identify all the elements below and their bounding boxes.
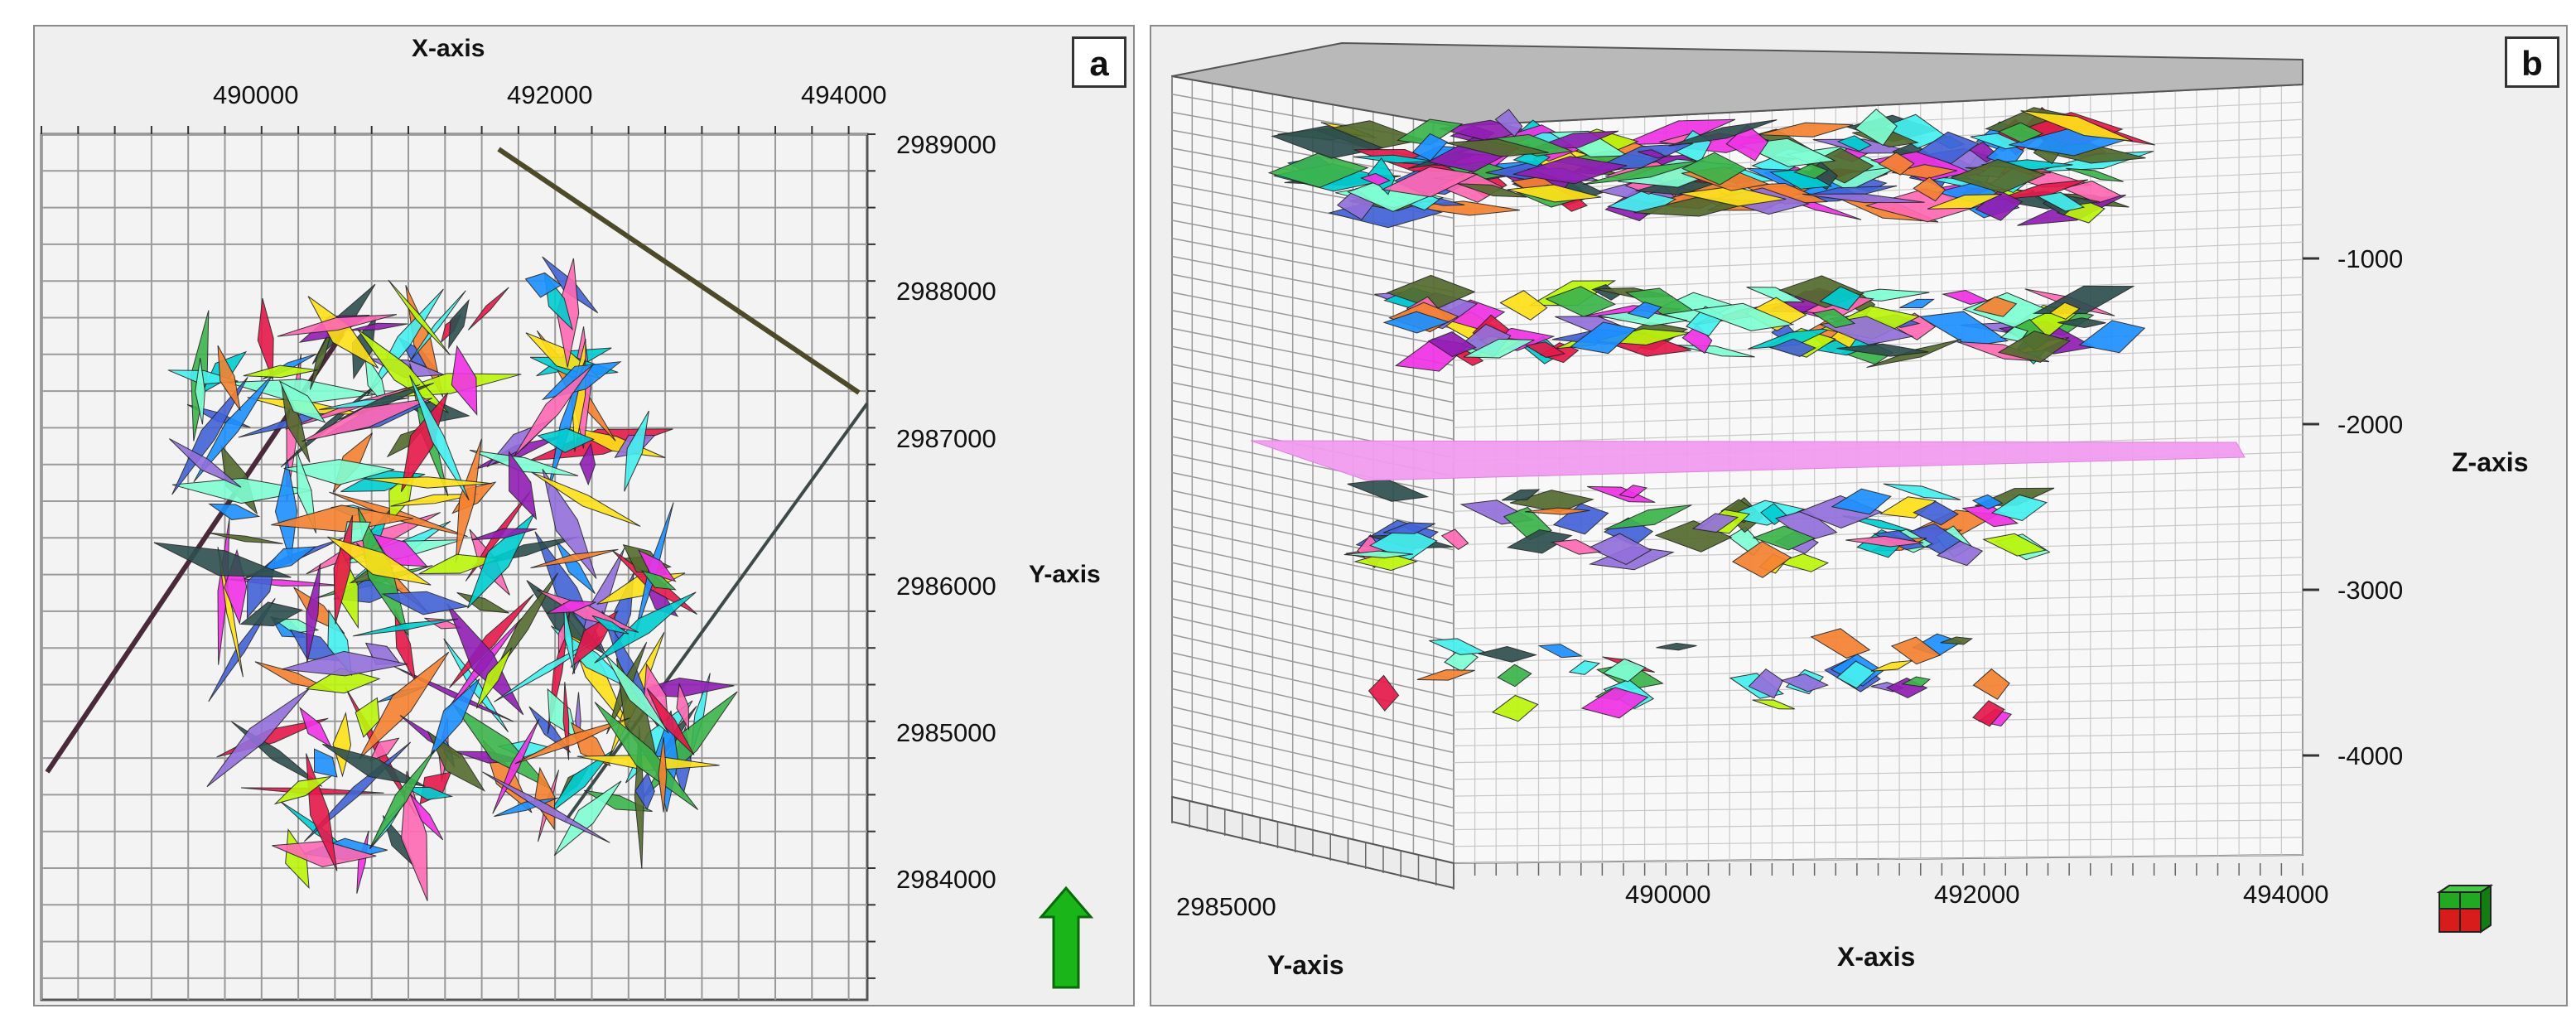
panel-a-x-tick: 492000 (507, 80, 593, 109)
panel-a-map-view: a X-axis 490000 492000 494000 2989000 29… (33, 25, 1135, 1006)
panel-b-y-axis-title: Y-axis (1267, 950, 1344, 980)
panel-b-x-tick: 492000 (1934, 880, 2020, 909)
panel-b-top-surface (1171, 41, 2303, 128)
panel-a-y-tick: 2985000 (896, 718, 996, 747)
panel-b-plot (1171, 41, 2319, 890)
panel-b-fault-layers (1267, 107, 2155, 727)
panel-a-x-tick: 494000 (801, 80, 887, 109)
panel-a-y-tick: 2989000 (896, 130, 996, 159)
panel-a-plot (40, 126, 876, 1001)
panel-b-y-tick: 2985000 (1176, 892, 1276, 921)
panel-b-x-tick: 490000 (1625, 880, 1711, 909)
panel-b-horizon-plane (1250, 440, 2246, 481)
panel-a-x-axis-title: X-axis (412, 35, 485, 62)
panel-a-x-tick: 490000 (213, 80, 299, 109)
panel-a-fault-cloud (153, 256, 738, 901)
panel-b-right-grid (1453, 83, 2303, 865)
panel-b-z-tick: -4000 (2337, 741, 2404, 770)
panel-b-z-tick: -1000 (2337, 244, 2404, 273)
panel-b-3d-view: b -1000 -2000 -3000 -4000 Z-axis 490000 … (1150, 25, 2568, 1006)
panel-a-y-axis-title: Y-axis (1029, 561, 1101, 588)
panel-b-z-axis-title: Z-axis (2452, 447, 2529, 477)
panel-a-y-tick: 2984000 (896, 865, 996, 894)
panel-b-x-tick: 494000 (2243, 880, 2329, 909)
panel-a-y-tick: 2988000 (896, 277, 996, 306)
panel-a-letter: a (1072, 36, 1126, 88)
panel-a-y-tick: 2987000 (896, 424, 996, 453)
panel-b-z-tick: -3000 (2337, 576, 2404, 605)
panel-a-y-tick: 2986000 (896, 572, 996, 601)
panel-b-z-tick: -2000 (2337, 410, 2404, 439)
panel-b-x-axis-title: X-axis (1837, 942, 1916, 972)
panel-b-letter: b (2505, 36, 2559, 88)
